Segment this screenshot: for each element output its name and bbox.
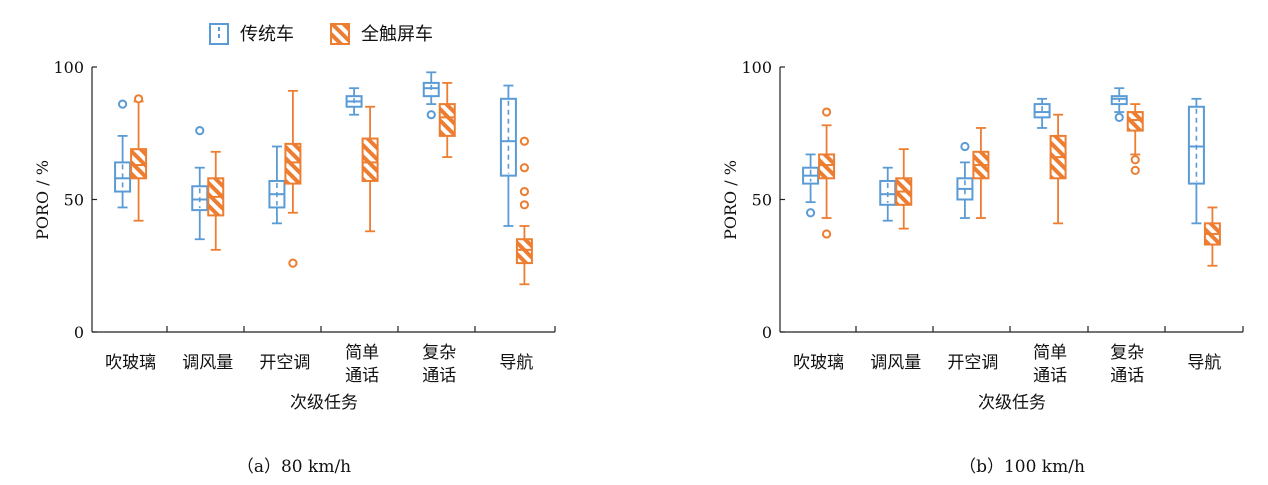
x-tick-label: 导航	[1187, 353, 1221, 373]
panel-caption: （b）100 km/h	[959, 457, 1085, 477]
box-touchscreen	[895, 148, 913, 230]
box-body	[284, 142, 302, 185]
x-axis-label: 次级任务	[290, 393, 358, 413]
x-tick-label: 复杂	[1110, 343, 1144, 363]
x-tick-label: 通话	[422, 366, 456, 386]
box-body	[818, 153, 836, 180]
outlier-point	[426, 110, 436, 120]
y-tick-label: 100	[741, 58, 772, 77]
box-traditional	[345, 87, 363, 116]
box-body	[515, 238, 533, 265]
box-traditional	[114, 99, 132, 209]
box-traditional	[802, 153, 820, 218]
outlier-point	[1130, 165, 1140, 175]
box-traditional	[191, 126, 209, 241]
box-traditional	[1110, 87, 1128, 122]
x-tick-label: 导航	[499, 353, 533, 373]
y-tick-label: 50	[752, 191, 772, 210]
outlier-point	[805, 208, 816, 218]
panel-caption: （a）80 km/h	[237, 457, 351, 477]
box-body	[130, 148, 148, 180]
outlier-point	[133, 94, 144, 104]
box-touchscreen	[515, 136, 533, 286]
box-touchscreen	[130, 94, 148, 222]
x-tick-label: 复杂	[422, 343, 456, 363]
y-tick-label: 0	[762, 323, 772, 342]
y-tick-label: 100	[53, 58, 84, 77]
outlier-point	[1130, 155, 1140, 165]
box-touchscreen	[1203, 206, 1221, 267]
legend-item-traditional: 传统车	[209, 23, 294, 45]
x-tick-label: 吹玻璃	[793, 353, 844, 373]
chart-panel-a: PORO / % 次级任务 （a）80 km/h 0 50 100 吹玻璃 调风量 开空调…	[33, 58, 556, 477]
outlier-point	[821, 229, 832, 239]
x-tick-label: 通话	[1110, 366, 1144, 386]
x-tick-label: 简单	[1033, 343, 1067, 363]
x-tick-label: 开空调	[259, 353, 310, 373]
x-tick-label: 开空调	[947, 353, 998, 373]
y-tick-label: 0	[74, 323, 84, 342]
box-traditional	[956, 141, 974, 219]
x-tick-label: 吹玻璃	[105, 353, 156, 373]
box-traditional	[1033, 97, 1051, 129]
y-tick-label: 50	[64, 191, 84, 210]
box-touchscreen	[1126, 103, 1144, 175]
box-traditional	[422, 71, 440, 120]
outlier-point	[519, 136, 530, 146]
box-touchscreen	[284, 89, 302, 268]
outlier-point	[195, 126, 205, 136]
box-touchscreen	[972, 127, 990, 219]
x-axis-label: 次级任务	[978, 393, 1046, 413]
box-touchscreen	[1049, 113, 1067, 225]
outlier-point	[117, 99, 128, 109]
box-body	[1126, 111, 1144, 132]
box-touchscreen	[361, 105, 379, 233]
outlier-point	[288, 258, 298, 268]
y-axis-label: PORO / %	[721, 160, 740, 240]
x-tick-label: 调风量	[182, 353, 233, 373]
box-body	[438, 103, 456, 137]
box-traditional	[879, 166, 897, 222]
legend-swatch-touchscreen	[330, 23, 350, 45]
outlier-point	[519, 186, 530, 197]
x-tick-label: 调风量	[870, 353, 921, 373]
outlier-point	[821, 107, 832, 117]
outlier-point	[519, 163, 530, 173]
chart-panel-b: PORO / % 次级任务 （b）100 km/h 0 50 100 吹玻璃 调风量 开空…	[721, 58, 1244, 477]
y-axis-label: PORO / %	[33, 160, 52, 240]
box-touchscreen	[438, 82, 456, 159]
box-touchscreen	[207, 150, 225, 251]
box-traditional	[499, 84, 517, 227]
legend-label-touchscreen: 全触屏车	[361, 24, 433, 45]
outlier-point	[1114, 112, 1124, 122]
legend-label-traditional: 传统车	[240, 24, 294, 45]
x-tick-label: 简单	[345, 343, 379, 363]
outlier-point	[960, 141, 970, 152]
legend: 传统车 全触屏车	[209, 23, 433, 45]
x-tick-label: 通话	[345, 366, 379, 386]
box-traditional	[1187, 97, 1205, 225]
outlier-point	[519, 200, 530, 210]
legend-item-touchscreen: 全触屏车	[330, 23, 433, 45]
x-tick-label: 通话	[1033, 366, 1067, 386]
box-traditional	[268, 145, 286, 225]
box-touchscreen	[818, 107, 836, 239]
box-body	[361, 137, 379, 182]
